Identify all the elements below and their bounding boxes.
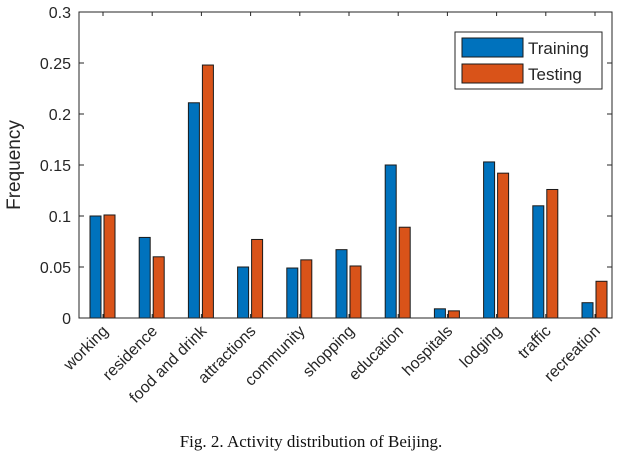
bar-training [187, 102, 200, 319]
y-tick-label: 0.15 [40, 158, 71, 175]
bar-testing [546, 188, 559, 319]
bar-testing [300, 259, 313, 319]
y-tick-label: 0.2 [49, 107, 71, 124]
y-tick-label: 0.05 [40, 260, 71, 277]
legend-swatch-testing [461, 63, 524, 84]
bar-testing [595, 280, 608, 319]
bar-training [286, 267, 299, 319]
y-tick-label: 0.1 [49, 209, 71, 226]
bar-training [532, 205, 545, 319]
legend-label-testing: Testing [528, 65, 582, 84]
bar-testing [497, 172, 510, 319]
bar-testing [251, 238, 264, 319]
bar-training [581, 302, 594, 319]
bar-testing [103, 214, 116, 319]
y-tick-label: 0.3 [49, 5, 71, 22]
bar-testing [398, 226, 411, 319]
y-axis-label: Frequency [4, 120, 25, 210]
bar-testing [447, 310, 460, 319]
legend-label-training: Training [528, 39, 589, 58]
y-tick-label: 0 [62, 311, 71, 328]
bar-testing [152, 256, 165, 319]
bar-testing [349, 265, 362, 319]
y-tick-label: 0.25 [40, 56, 71, 73]
x-tick-label: education [346, 323, 407, 384]
bar-training [433, 308, 446, 319]
bar-training [138, 236, 151, 319]
x-tick-label: traffic [515, 323, 554, 362]
figure-caption: Fig. 2. Activity distribution of Beijing… [179, 432, 443, 451]
x-tick-label: lodging [457, 323, 506, 372]
x-tick-label: hospitals [400, 323, 457, 380]
bar-training [335, 249, 348, 319]
bar-training [89, 215, 102, 319]
bar-training [384, 164, 397, 319]
legend-swatch-training [461, 37, 524, 58]
bar-testing [201, 64, 214, 319]
bar-training [237, 266, 250, 319]
bar-training [483, 161, 496, 319]
